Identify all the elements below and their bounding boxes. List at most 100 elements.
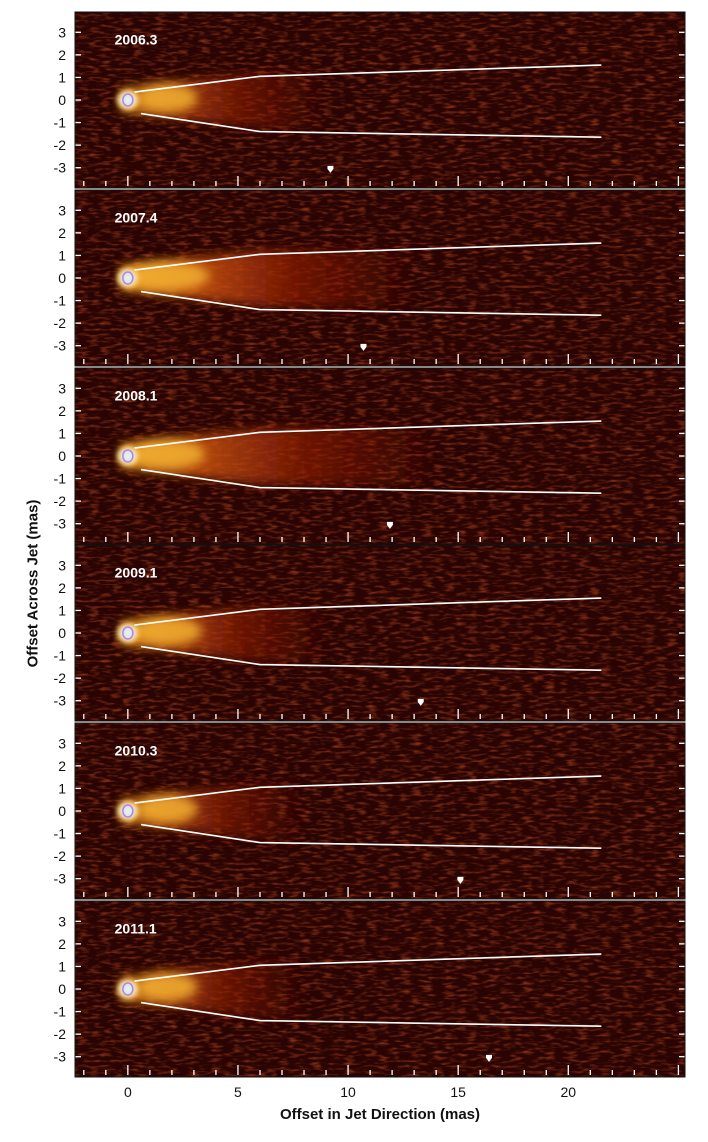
jet-edge-upper [134,953,602,982]
jet-edge-upper [134,242,602,271]
core [114,799,141,823]
component-marker [457,876,464,884]
y-tick-label: 0 [58,803,66,819]
y-tick-label: 2 [58,580,66,596]
y-tick-label: -2 [54,315,67,331]
core-contour [122,804,134,818]
core [114,977,141,1001]
jet-edge-lower [140,112,602,139]
y-tick-label: 3 [58,913,66,929]
y-tick-label: 1 [58,69,66,85]
core-contour [122,626,134,640]
y-tick-label: 0 [58,625,66,641]
y-tick-label: 2 [58,403,66,419]
y-tick-label: -1 [54,1004,67,1020]
y-tick-label: 3 [58,557,66,573]
jet-emission [121,426,437,486]
y-tick-label: 0 [58,981,66,997]
epoch-label: 2008.1 [115,388,158,404]
y-tick-label: 1 [58,425,66,441]
y-tick-label: -3 [54,871,67,887]
y-tick-label: -2 [54,1026,67,1042]
y-tick-label: 1 [58,958,66,974]
y-tick-label: -2 [54,670,67,686]
y-tick-label: 1 [58,780,66,796]
y-tick-label: 0 [58,448,66,464]
panel-2006.3: 2006.3 3 2 1 0 -1 -2 -3 [54,11,686,189]
x-tick-label: 5 [234,1084,242,1100]
inner-jet [137,795,198,823]
core [114,444,141,468]
jet-edge-lower [140,290,602,317]
x-tick-label: 15 [450,1084,466,1100]
component-marker [360,343,367,351]
epoch-label: 2007.4 [115,210,158,226]
x-tick-label: 10 [340,1084,356,1100]
y-tick-label: -3 [54,160,67,176]
jet-edge-lower [140,645,602,672]
y-tick-label: -3 [54,516,67,532]
panel-frame [74,544,686,722]
epoch-label: 2011.1 [115,921,157,937]
y-axis-label: Offset Across Jet (mas) [24,499,42,668]
y-tick-label: 2 [58,936,66,952]
epoch-label: 2006.3 [115,32,158,48]
y-tick-label: 3 [58,202,66,218]
panel-2011.1: 2011.1 3 2 1 0 -1 -2 -3 [54,900,686,1078]
y-tick-label: 2 [58,758,66,774]
x-tick-label: 0 [124,1084,132,1100]
component-marker [486,1054,493,1062]
inner-jet [132,617,202,645]
panel-2009.1: 2009.1 3 2 1 0 -1 -2 -3 [54,544,686,722]
jet-edge-upper [134,420,602,449]
y-tick-label: -1 [54,115,67,131]
y-tick-label: -3 [54,1049,67,1065]
jet-edge-upper [134,597,602,626]
y-tick-label: 1 [58,247,66,263]
y-tick-label: -1 [54,826,67,842]
y-tick-label: 0 [58,270,66,286]
core [114,266,141,290]
y-tick-label: -2 [54,137,67,153]
component-marker [327,165,334,173]
y-tick-label: -1 [54,648,67,664]
y-tick-label: -1 [54,293,67,309]
jet-emission [121,248,415,308]
y-tick-label: 2 [58,47,66,63]
inner-jet [137,84,198,112]
y-tick-label: 2 [58,225,66,241]
panel-2007.4: 2007.4 3 2 1 0 -1 -2 -3 [54,189,686,367]
core-contour [122,449,134,463]
y-tick-label: -3 [54,338,67,354]
x-tick-label: 20 [560,1084,576,1100]
jet-edge-lower [140,468,602,495]
y-tick-label: -2 [54,493,67,509]
jet-edge-upper [134,775,602,804]
core-contour [122,982,134,996]
core-contour [122,93,134,107]
jet-edge-lower [140,1001,602,1028]
panel-2008.1: 2008.1 3 2 1 0 -1 -2 -3 [54,367,686,545]
core-contour [122,271,134,285]
y-tick-label: -2 [54,848,67,864]
panel-frame [74,11,686,189]
inner-jet [137,973,198,1001]
y-tick-label: 0 [58,92,66,108]
y-tick-label: 3 [58,735,66,751]
y-tick-label: 3 [58,380,66,396]
epoch-label: 2009.1 [115,565,158,581]
jet-edge-upper [134,64,602,93]
core [114,88,141,112]
x-axis-label: Offset in Jet Direction (mas) [279,1106,481,1123]
panel-frame [74,367,686,545]
y-tick-label: -1 [54,471,67,487]
component-marker [417,698,424,706]
panel-frame [74,189,686,367]
panel-2010.3: 2010.3 3 2 1 0 -1 -2 -3 [54,722,686,900]
core [114,621,141,645]
y-tick-label: 3 [58,24,66,40]
epoch-label: 2010.3 [115,743,158,759]
component-marker [386,521,393,529]
